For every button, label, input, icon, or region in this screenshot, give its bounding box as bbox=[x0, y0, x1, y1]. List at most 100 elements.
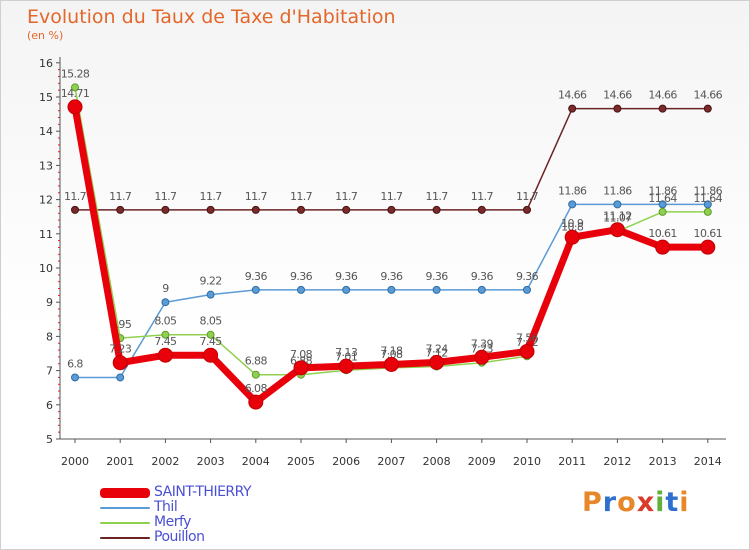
y-tick-label: 7 bbox=[46, 365, 53, 378]
data-label-merfy: 11.64 bbox=[648, 192, 677, 205]
data-label-saint-thierry: 7.24 bbox=[426, 342, 449, 355]
data-label-saint-thierry: 10.61 bbox=[694, 227, 723, 240]
data-label-merfy: 11.64 bbox=[694, 192, 723, 205]
data-label-thil: 6.8 bbox=[67, 357, 83, 370]
data-label-pouillon: 14.66 bbox=[558, 89, 587, 102]
data-point-thil bbox=[117, 374, 124, 381]
data-label-thil: 9.36 bbox=[380, 270, 403, 283]
data-point-saint-thierry bbox=[294, 361, 308, 375]
data-point-pouillon bbox=[252, 206, 259, 213]
data-label-pouillon: 11.7 bbox=[380, 190, 403, 203]
data-label-pouillon: 11.7 bbox=[471, 190, 494, 203]
legend-label-thil: Thil bbox=[154, 499, 177, 515]
data-label-pouillon: 11.7 bbox=[64, 190, 87, 203]
data-point-saint-thierry bbox=[158, 348, 172, 362]
y-tick-label: 10 bbox=[39, 262, 53, 275]
legend-swatch-thil bbox=[100, 507, 150, 509]
data-point-saint-thierry bbox=[475, 350, 489, 364]
legend-item-pouillon: Pouillon bbox=[100, 530, 340, 545]
data-label-thil: 9.36 bbox=[516, 270, 539, 283]
data-label-thil: 11.86 bbox=[603, 184, 632, 197]
data-point-thil bbox=[478, 286, 485, 293]
data-label-merfy: 8.05 bbox=[200, 315, 223, 328]
data-point-pouillon bbox=[478, 206, 485, 213]
data-point-pouillon bbox=[388, 206, 395, 213]
data-label-saint-thierry: 6.08 bbox=[245, 382, 268, 395]
x-tick-label: 2011 bbox=[558, 455, 586, 468]
data-label-thil: 9.36 bbox=[245, 270, 268, 283]
logo-letter: i bbox=[655, 487, 665, 518]
data-point-merfy bbox=[659, 208, 666, 215]
logo-letter: i bbox=[679, 487, 689, 518]
data-point-saint-thierry bbox=[249, 395, 263, 409]
legend-item-saint-thierry: SAINT-THIERRY bbox=[100, 485, 340, 500]
data-point-pouillon bbox=[298, 206, 305, 213]
x-tick-label: 2005 bbox=[287, 455, 315, 468]
data-label-thil: 11.86 bbox=[558, 184, 587, 197]
data-point-saint-thierry bbox=[610, 223, 624, 237]
legend-swatch-merfy bbox=[100, 522, 150, 524]
logo-letter: o bbox=[617, 487, 637, 518]
y-tick-label: 14 bbox=[39, 125, 53, 138]
data-point-thil bbox=[433, 286, 440, 293]
data-label-pouillon: 11.7 bbox=[109, 190, 132, 203]
data-point-pouillon bbox=[207, 206, 214, 213]
x-tick-label: 2012 bbox=[603, 455, 631, 468]
data-point-saint-thierry bbox=[430, 355, 444, 369]
x-tick-label: 2002 bbox=[151, 455, 179, 468]
x-tick-label: 2008 bbox=[423, 455, 451, 468]
x-tick-label: 2001 bbox=[106, 455, 134, 468]
data-label-thil: 9.36 bbox=[335, 270, 358, 283]
data-point-pouillon bbox=[162, 206, 169, 213]
data-label-merfy: 8.05 bbox=[154, 315, 177, 328]
legend-swatch-pouillon bbox=[100, 537, 150, 539]
x-tick-label: 2010 bbox=[513, 455, 541, 468]
data-point-thil bbox=[72, 374, 79, 381]
x-tick-label: 2014 bbox=[694, 455, 722, 468]
data-label-saint-thierry: 10.61 bbox=[648, 227, 677, 240]
legend-label-saint-thierry: SAINT-THIERRY bbox=[154, 484, 251, 500]
data-point-thil bbox=[524, 286, 531, 293]
data-label-saint-thierry: 7.39 bbox=[471, 337, 494, 350]
data-point-saint-thierry bbox=[520, 344, 534, 358]
data-point-saint-thierry bbox=[701, 240, 715, 254]
y-tick-label: 8 bbox=[46, 330, 53, 343]
data-point-pouillon bbox=[117, 206, 124, 213]
data-label-saint-thierry: 10.9 bbox=[561, 217, 584, 230]
data-label-pouillon: 11.7 bbox=[200, 190, 223, 203]
y-tick-label: 16 bbox=[39, 57, 53, 70]
data-point-thil bbox=[343, 286, 350, 293]
data-point-saint-thierry bbox=[204, 348, 218, 362]
data-point-merfy bbox=[704, 208, 711, 215]
data-point-thil bbox=[207, 291, 214, 298]
y-tick-label: 12 bbox=[39, 194, 53, 207]
proxiti-logo: Proxiti bbox=[582, 487, 690, 518]
y-tick-label: 15 bbox=[39, 91, 53, 104]
x-tick-label: 2006 bbox=[332, 455, 360, 468]
logo-letter: t bbox=[665, 487, 679, 518]
data-point-saint-thierry bbox=[68, 100, 82, 114]
data-label-saint-thierry: 7.23 bbox=[109, 343, 132, 356]
logo-letter: x bbox=[637, 487, 655, 518]
data-label-pouillon: 11.7 bbox=[426, 190, 449, 203]
x-tick-label: 2003 bbox=[197, 455, 225, 468]
data-label-pouillon: 11.7 bbox=[335, 190, 358, 203]
data-label-merfy: 15.28 bbox=[61, 67, 90, 80]
data-label-pouillon: 14.66 bbox=[694, 89, 723, 102]
y-tick-label: 5 bbox=[46, 433, 53, 446]
y-tick-label: 13 bbox=[39, 159, 53, 172]
data-label-pouillon: 11.7 bbox=[154, 190, 177, 203]
data-label-saint-thierry: 7.45 bbox=[154, 335, 177, 348]
data-point-saint-thierry bbox=[384, 357, 398, 371]
data-point-thil bbox=[569, 201, 576, 208]
data-label-thil: 9.36 bbox=[471, 270, 494, 283]
data-point-pouillon bbox=[614, 105, 621, 112]
data-point-pouillon bbox=[343, 206, 350, 213]
data-point-thil bbox=[162, 299, 169, 306]
legend-swatch-saint-thierry bbox=[100, 488, 150, 498]
data-label-saint-thierry: 7.56 bbox=[516, 331, 539, 344]
data-label-pouillon: 14.66 bbox=[648, 89, 677, 102]
data-label-merfy: 6.88 bbox=[245, 355, 268, 368]
data-label-saint-thierry: 7.18 bbox=[380, 344, 403, 357]
data-label-thil: 9.22 bbox=[200, 275, 222, 288]
